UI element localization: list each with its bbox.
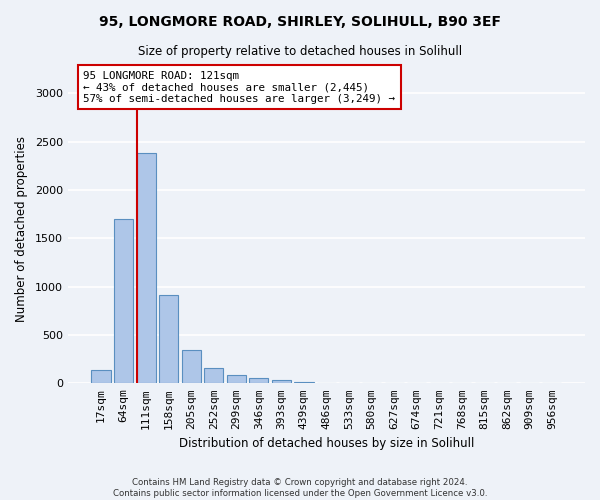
- Bar: [272, 380, 291, 384]
- Bar: [137, 153, 155, 384]
- Bar: [227, 375, 246, 384]
- Text: Contains HM Land Registry data © Crown copyright and database right 2024.
Contai: Contains HM Land Registry data © Crown c…: [113, 478, 487, 498]
- Bar: [295, 382, 314, 384]
- Y-axis label: Number of detached properties: Number of detached properties: [15, 136, 28, 322]
- Bar: [249, 378, 268, 384]
- Bar: [114, 219, 133, 384]
- Text: 95 LONGMORE ROAD: 121sqm
← 43% of detached houses are smaller (2,445)
57% of sem: 95 LONGMORE ROAD: 121sqm ← 43% of detach…: [83, 71, 395, 104]
- X-axis label: Distribution of detached houses by size in Solihull: Distribution of detached houses by size …: [179, 437, 474, 450]
- Text: Size of property relative to detached houses in Solihull: Size of property relative to detached ho…: [138, 45, 462, 58]
- Bar: [182, 350, 201, 384]
- Text: 95, LONGMORE ROAD, SHIRLEY, SOLIHULL, B90 3EF: 95, LONGMORE ROAD, SHIRLEY, SOLIHULL, B9…: [99, 15, 501, 29]
- Bar: [204, 368, 223, 384]
- Bar: [91, 370, 110, 384]
- Bar: [159, 296, 178, 384]
